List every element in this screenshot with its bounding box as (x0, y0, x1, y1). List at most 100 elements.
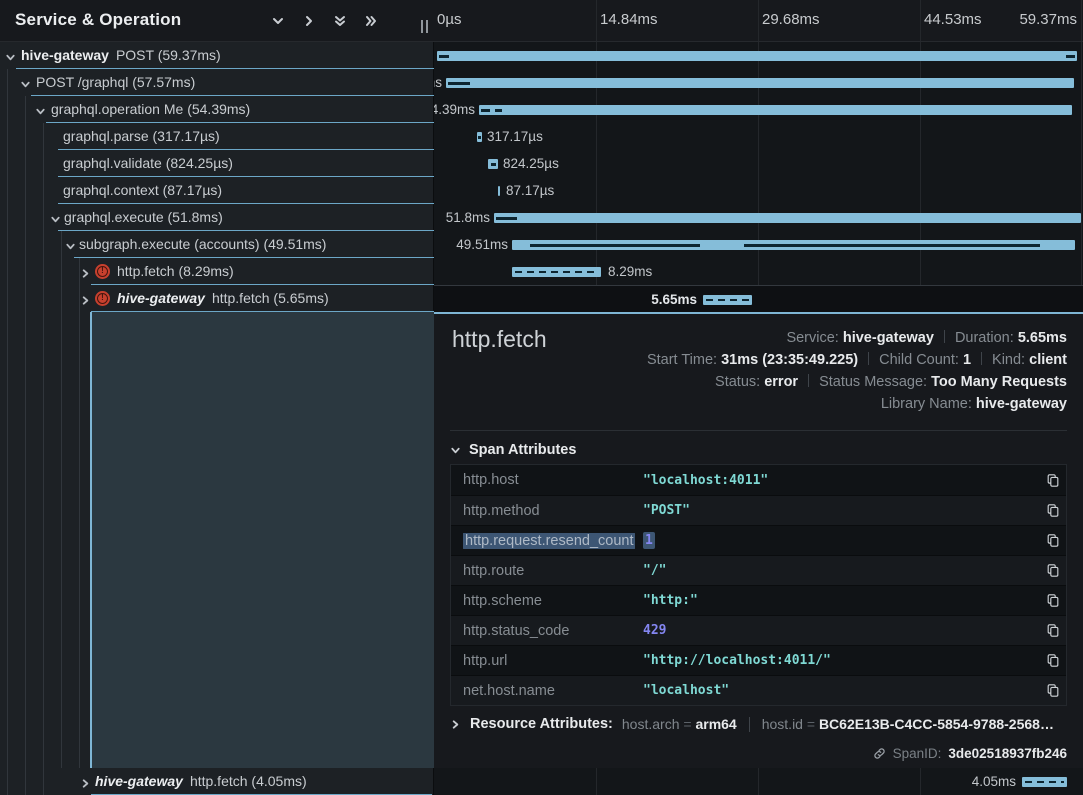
resource-value: arm64 (695, 716, 736, 732)
copy-icon[interactable] (1040, 653, 1066, 668)
timeline-panel: 0µs 14.84ms 29.68ms 44.53ms 59.37ms 59.3… (434, 0, 1083, 795)
duration-label: 87.17µs (506, 183, 554, 198)
tree-row-graphql-context[interactable]: graphql.context (87.17µs) (0, 177, 434, 204)
expand-one-icon[interactable] (300, 12, 318, 30)
chevron-down-icon[interactable] (5, 50, 16, 61)
axis-tick: 59.37ms (1019, 11, 1077, 28)
span-bar[interactable] (437, 51, 1077, 61)
attr-key: http.route (451, 563, 643, 579)
tree-row-hive-gateway-post[interactable]: hive-gatewayPOST (59.37ms) (0, 42, 434, 69)
panel-resize-handle[interactable] (421, 20, 428, 33)
meta-status: error (764, 374, 798, 390)
span-label: graphql.execute (51.8ms) (64, 209, 223, 225)
indent-guide (79, 258, 80, 768)
duration-label: 824.25µs (503, 156, 559, 171)
waterfall-row: 51.8ms (434, 204, 1083, 231)
span-bar[interactable] (703, 295, 752, 305)
tree-row-graphql-operation[interactable]: graphql.operation Me (54.39ms) (0, 96, 434, 123)
attr-row-http-scheme[interactable]: http.scheme "http:" (451, 585, 1066, 615)
duration-label: 317.17µs (487, 129, 543, 144)
chevron-right-icon[interactable] (80, 776, 91, 794)
chevron-down-icon[interactable] (35, 104, 46, 115)
chevron-down-icon[interactable] (20, 77, 31, 88)
span-bar[interactable] (479, 105, 1072, 115)
expand-all-icon[interactable] (362, 12, 380, 30)
span-id-label: SpanID: (893, 746, 942, 761)
duration-label: 57.57ms (434, 75, 442, 90)
meta-line-2: Start Time: 31ms (23:35:49.225)Child Cou… (647, 349, 1067, 371)
attr-row-net-host-name[interactable]: net.host.name "localhost" (451, 675, 1066, 705)
attr-row-http-request-resend-count[interactable]: http.request.resend_count 1 (451, 525, 1066, 555)
span-bar[interactable] (494, 213, 1081, 223)
span-detail-panel: http.fetch Service: hive-gatewayDuration… (434, 312, 1083, 768)
span-bar[interactable] (446, 78, 1074, 88)
span-bar[interactable] (512, 240, 1075, 250)
resource-attributes-row[interactable]: Resource Attributes: host.arch = arm64 h… (450, 716, 1067, 732)
copy-icon[interactable] (1040, 533, 1066, 548)
span-bar[interactable] (477, 132, 482, 142)
bottom-waterfall-row: 4.05ms (434, 768, 1083, 795)
span-label: http.fetch (8.29ms) (117, 263, 234, 279)
tree-row-post-graphql[interactable]: POST /graphql (57.57ms) (0, 69, 434, 96)
chevron-right-icon[interactable] (80, 266, 91, 277)
tree-row-http-fetch-405[interactable]: hive-gateway http.fetch (4.05ms) (0, 768, 434, 795)
time-axis: 0µs 14.84ms 29.68ms 44.53ms 59.37ms (434, 0, 1083, 42)
attr-key: net.host.name (451, 683, 643, 699)
chevron-down-icon[interactable] (50, 212, 61, 223)
duration-label: 4.05ms (972, 774, 1016, 789)
attr-value: "POST" (643, 503, 1040, 518)
attr-row-http-url[interactable]: http.url "http://localhost:4011/" (451, 645, 1066, 675)
copy-icon[interactable] (1040, 563, 1066, 578)
copy-icon[interactable] (1040, 473, 1066, 488)
tree-row-http-fetch-829[interactable]: ! http.fetch (8.29ms) (0, 258, 434, 285)
attr-value: 1 (643, 533, 1040, 548)
span-bar[interactable] (512, 267, 601, 277)
resource-key: host.id (762, 716, 803, 732)
waterfall-row: 49.51ms (434, 231, 1083, 258)
tree-row-graphql-parse[interactable]: graphql.parse (317.17µs) (0, 123, 434, 150)
meta-duration: 5.65ms (1018, 330, 1067, 346)
copy-icon[interactable] (1040, 623, 1066, 638)
span-bar[interactable] (1022, 777, 1067, 787)
attr-row-http-status-code[interactable]: http.status_code 429 (451, 615, 1066, 645)
detail-meta: Service: hive-gatewayDuration: 5.65ms St… (647, 327, 1067, 415)
chevron-down-icon (450, 445, 461, 456)
attr-value: "/" (643, 563, 1040, 578)
span-bar[interactable] (498, 186, 500, 196)
chevron-down-icon[interactable] (65, 239, 76, 250)
link-icon[interactable] (873, 747, 886, 760)
tree-row-graphql-validate[interactable]: graphql.validate (824.25µs) (0, 150, 434, 177)
span-waterfall: 59.37ms 57.57ms 54.39ms 317.17µs 824.25µ… (434, 42, 1083, 312)
span-attributes-toggle[interactable]: Span Attributes (450, 442, 576, 458)
duration-label: 8.29ms (608, 264, 652, 279)
attr-row-http-route[interactable]: http.route "/" (451, 555, 1066, 585)
error-badge-icon: ! (95, 264, 110, 279)
duration-label: 49.51ms (456, 237, 508, 252)
span-bar[interactable] (488, 159, 498, 169)
tree-row-graphql-execute[interactable]: graphql.execute (51.8ms) (0, 204, 434, 231)
attr-key: http.method (451, 503, 643, 519)
waterfall-row: 824.25µs (434, 150, 1083, 177)
attr-row-http-host[interactable]: http.host "localhost:4011" (451, 465, 1066, 495)
copy-icon[interactable] (1040, 503, 1066, 518)
chevron-right-icon[interactable] (80, 293, 91, 304)
trace-viewer: Service & Operation hive-gatewayPO (0, 0, 1083, 795)
attr-value: "localhost" (643, 683, 1040, 698)
copy-icon[interactable] (1040, 593, 1066, 608)
duration-label: 5.65ms (651, 292, 697, 307)
span-label: graphql.context (87.17µs) (63, 182, 222, 198)
collapse-all-icon[interactable] (331, 12, 349, 30)
meta-service: hive-gateway (843, 330, 934, 346)
attr-value: "localhost:4011" (643, 473, 1040, 488)
collapse-one-icon[interactable] (269, 12, 287, 30)
tree-row-subgraph-execute[interactable]: subgraph.execute (accounts) (49.51ms) (0, 231, 434, 258)
copy-icon[interactable] (1040, 683, 1066, 698)
meta-kind: client (1029, 352, 1067, 368)
waterfall-row: 59.37ms (434, 42, 1083, 69)
tree-header: Service & Operation (0, 0, 434, 42)
detail-title: http.fetch (452, 326, 547, 353)
tree-row-http-fetch-565-selected[interactable]: ! hive-gateway http.fetch (5.65ms) (0, 285, 434, 312)
waterfall-row: 54.39ms (434, 96, 1083, 123)
attr-row-http-method[interactable]: http.method "POST" (451, 495, 1066, 525)
attr-key: http.status_code (451, 623, 643, 639)
